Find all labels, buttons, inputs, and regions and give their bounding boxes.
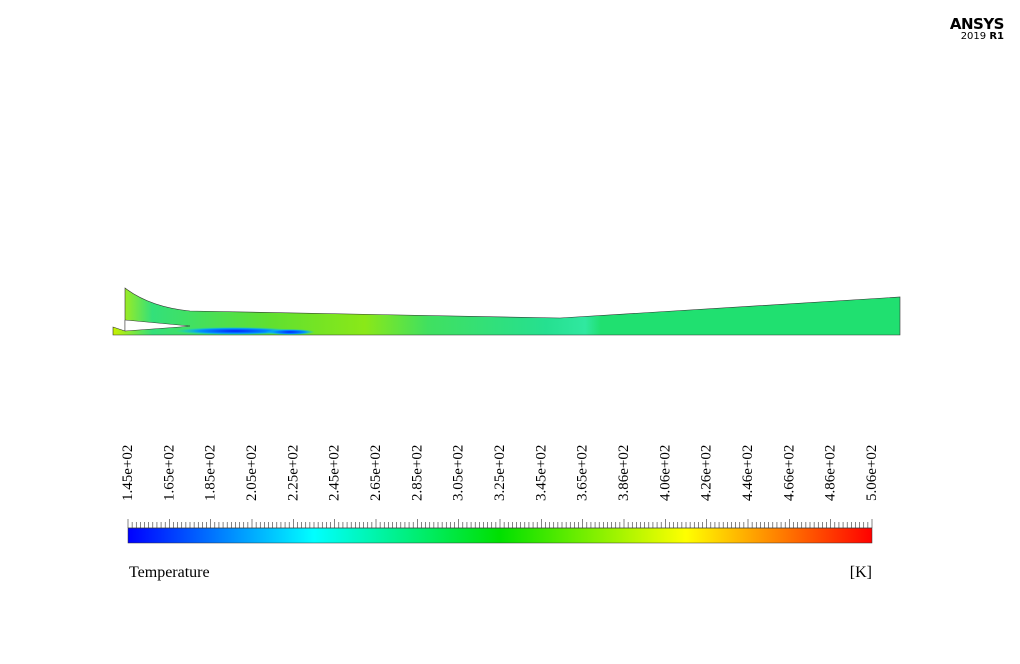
colorbar-tick-label: 3.45e+02 (533, 445, 549, 501)
logo: ANSYS 2019 R1 (949, 15, 1005, 42)
gap (124, 319, 191, 332)
domain (112, 287, 901, 336)
colorbar-title: Temperature (129, 564, 210, 581)
logo-brand: ANSYS (949, 15, 1005, 33)
colorbar-tick-label: 2.05e+02 (244, 445, 260, 501)
colorbar-tick-label: 1.85e+02 (203, 445, 219, 501)
colorbar-unit: [K] (850, 564, 872, 581)
logo-year: 2019 (960, 31, 987, 42)
logo-version: 2019 R1 (950, 32, 1004, 42)
colorbar-tick-label: 4.86e+02 (823, 445, 839, 501)
colorbar-tick-label: 1.45e+02 (120, 445, 136, 501)
colorbar-tick-label: 3.05e+02 (451, 445, 467, 501)
colorbar-tick-label: 3.25e+02 (492, 445, 508, 501)
colorbar-tick-label: 3.86e+02 (616, 445, 632, 501)
colorbar-tick-label: 4.46e+02 (740, 445, 756, 501)
colorbar-tick-label: 2.25e+02 (285, 445, 301, 501)
colorbar-tick-label: 1.65e+02 (161, 445, 177, 501)
colorbar-tick-label: 4.26e+02 (699, 445, 715, 501)
colorbar-tick-label: 4.66e+02 (781, 445, 797, 501)
cold-region (175, 327, 295, 335)
colorbar-tick-label: 5.06e+02 (864, 445, 880, 501)
logo-release: R1 (989, 31, 1004, 42)
cold-region (265, 329, 315, 335)
colorbar-tick-label: 2.65e+02 (368, 445, 384, 501)
colorbar-tick-label: 4.06e+02 (657, 445, 673, 501)
colorbar-tick-label: 3.65e+02 (575, 445, 591, 501)
colorbar-tick-label: 2.85e+02 (409, 445, 425, 501)
colorbar-tick-label: 2.45e+02 (327, 445, 343, 501)
colorbar (127, 527, 873, 544)
